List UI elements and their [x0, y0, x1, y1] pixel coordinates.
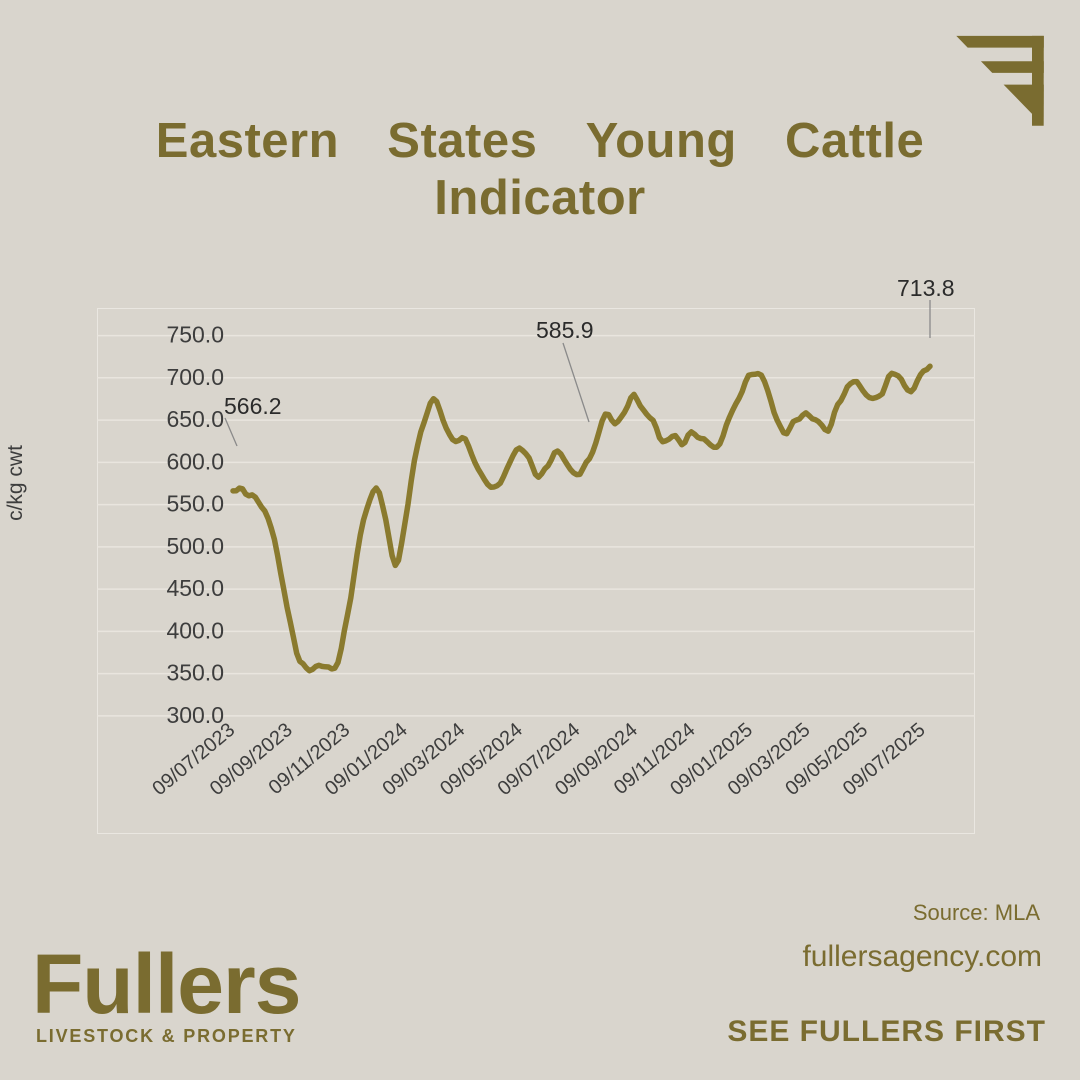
svg-text:566.2: 566.2 [224, 393, 282, 419]
svg-text:350.0: 350.0 [166, 660, 224, 686]
svg-text:450.0: 450.0 [166, 575, 224, 601]
svg-text:650.0: 650.0 [166, 406, 224, 432]
svg-text:585.9: 585.9 [536, 317, 594, 343]
svg-text:750.0: 750.0 [166, 322, 224, 348]
svg-text:300.0: 300.0 [166, 702, 224, 728]
svg-text:713.8: 713.8 [897, 275, 955, 301]
svg-text:500.0: 500.0 [166, 533, 224, 559]
svg-text:550.0: 550.0 [166, 491, 224, 517]
svg-text:c/kg cwt: c/kg cwt [4, 445, 27, 521]
svg-text:400.0: 400.0 [166, 617, 224, 643]
svg-text:700.0: 700.0 [166, 364, 224, 390]
svg-text:600.0: 600.0 [166, 448, 224, 474]
